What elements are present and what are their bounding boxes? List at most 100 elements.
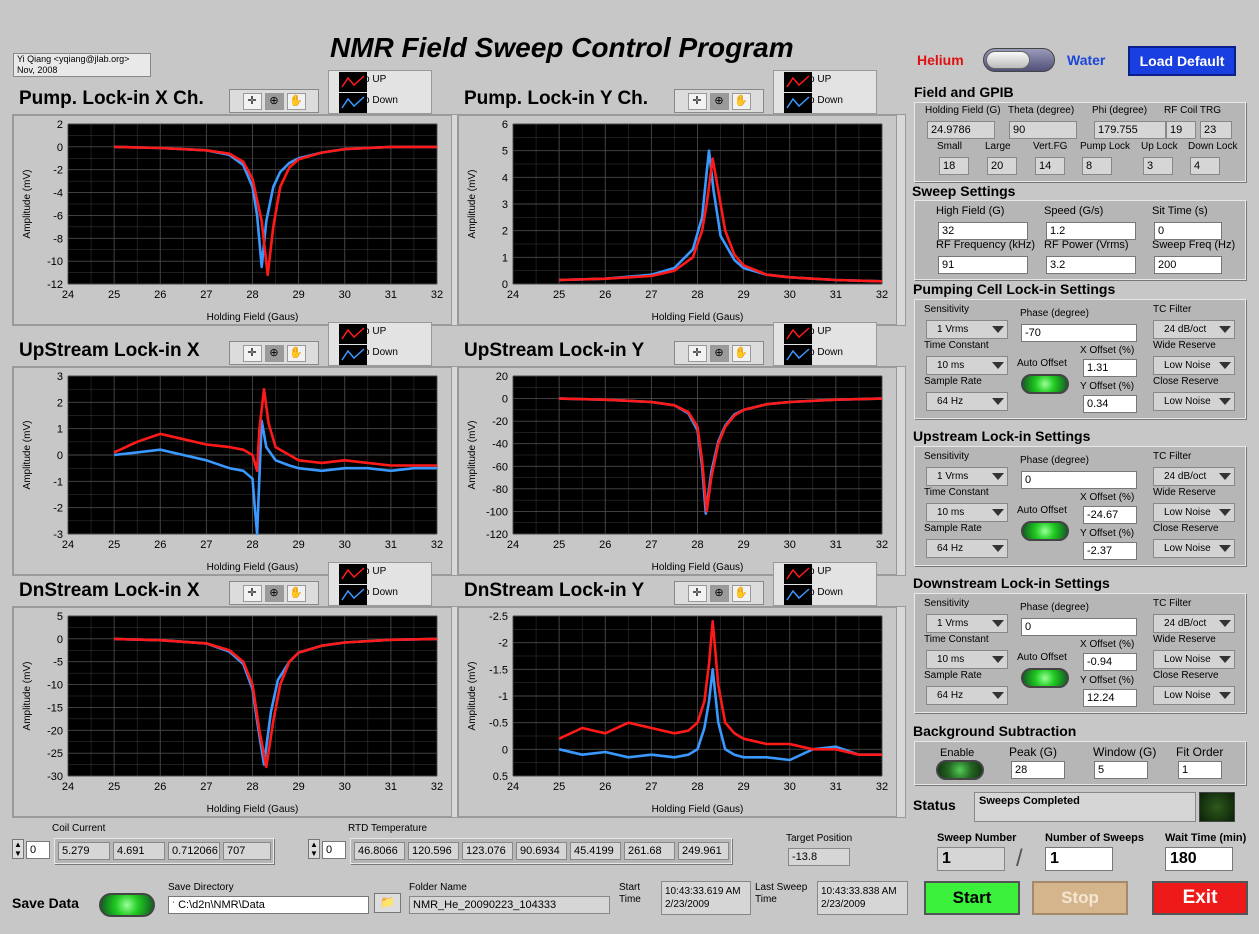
sample-rate-select[interactable]: 64 Hz [926,686,1008,705]
plot-title: UpStream Lock-in X [19,340,200,361]
y-offset-input[interactable]: -2.37 [1083,542,1137,560]
close-reserve-select[interactable]: Low Noise [1153,686,1235,705]
sensitivity-select[interactable]: 1 Vrms [926,614,1008,633]
legend-down-label: Sweep Down [339,95,398,106]
x-tick-label: 32 [876,539,888,551]
y-tick-label: 0 [57,142,63,154]
sample-rate-select[interactable]: 64 Hz [926,539,1008,558]
auto-offset-button[interactable] [1021,521,1069,541]
wide-reserve-select[interactable]: Low Noise [1153,503,1235,522]
plot-title: Pump. Lock-in X Ch. [19,88,204,109]
phase-input[interactable]: 0 [1021,471,1137,489]
wide-reserve-select[interactable]: Low Noise [1153,650,1235,669]
time-constant-select[interactable]: 10 ms [926,503,1008,522]
y-offset-input[interactable]: 0.34 [1083,395,1137,413]
auto-offset-button[interactable] [1021,668,1069,688]
peak-input[interactable]: 28 [1011,761,1065,779]
tc-filter-select[interactable]: 24 dB/oct [1153,467,1235,486]
tc-filter-label: TC Filter [1153,451,1192,462]
x-tick-label: 30 [784,781,796,793]
cursor-tool-icon[interactable]: ✛ [242,92,262,110]
wide-reserve-select[interactable]: Low Noise [1153,356,1235,375]
y-tick-label: 0 [57,634,63,646]
close-reserve-label: Close Reserve [1153,670,1219,681]
auto-offset-button[interactable] [1021,374,1069,394]
zoom-tool-icon[interactable]: ⊕ [264,344,284,362]
sweep-setting-input[interactable]: 200 [1154,256,1222,274]
x-offset-input[interactable]: -0.94 [1083,653,1137,671]
zoom-tool-icon[interactable]: ⊕ [264,584,284,602]
y-offset-input[interactable]: 12.24 [1083,689,1137,707]
coil-index-stepper[interactable]: ▲ ▼ [12,839,24,859]
phase-input[interactable]: -70 [1021,324,1137,342]
x-offset-input[interactable]: 1.31 [1083,359,1137,377]
load-default-button[interactable]: Load Default [1128,46,1236,76]
time-constant-select[interactable]: 10 ms [926,356,1008,375]
window-input[interactable]: 5 [1094,761,1148,779]
rtd-index-input[interactable]: 0 [322,841,346,859]
sweep-up-line [559,397,883,513]
graph-scrollbar[interactable] [896,366,906,576]
pan-hand-icon[interactable]: ✋ [731,92,751,110]
start-time-clock: 10:43:33.619 AM [665,886,741,897]
sweep-setting-input[interactable]: 1.2 [1046,222,1136,240]
pan-hand-icon[interactable]: ✋ [286,92,306,110]
fit-order-input[interactable]: 1 [1178,761,1222,779]
sample-rate-select[interactable]: 64 Hz [926,392,1008,411]
tc-filter-select[interactable]: 24 dB/oct [1153,614,1235,633]
cursor-tool-icon[interactable]: ✛ [687,584,707,602]
save-data-label: Save Data [12,895,79,911]
sweep-setting-input[interactable]: 0 [1154,222,1222,240]
sweep-setting-input[interactable]: 32 [938,222,1028,240]
x-tick-label: 24 [507,781,519,793]
x-offset-input[interactable]: -24.67 [1083,506,1137,524]
cursor-tool-icon[interactable]: ✛ [242,584,262,602]
x-axis-label: Holding Field (Gaus) [652,312,744,323]
sample-rate-select-text: 64 Hz [937,396,964,407]
zoom-tool-icon[interactable]: ⊕ [709,344,729,362]
tc-filter-select[interactable]: 24 dB/oct [1153,320,1235,339]
exit-button[interactable]: Exit [1152,881,1248,915]
close-reserve-select[interactable]: Low Noise [1153,392,1235,411]
graph-scrollbar[interactable] [896,114,906,326]
save-directory-input[interactable]: ʿ C:\d2n\NMR\Data [168,896,369,914]
graph-scrollbar[interactable] [896,606,906,818]
pan-hand-icon[interactable]: ✋ [286,344,306,362]
cursor-tool-icon[interactable]: ✛ [687,92,707,110]
zoom-tool-icon[interactable]: ⊕ [709,92,729,110]
cursor-tool-icon[interactable]: ✛ [242,344,262,362]
wait-time-input[interactable]: 180 [1165,847,1233,871]
sensitivity-select[interactable]: 1 Vrms [926,320,1008,339]
plot-svg: 24 25 26 27 28 29 30 31 32 -2.5 -2 -1.5 -1 -0.5 0 0.5 Ho… [467,611,888,815]
helium-water-switch[interactable] [983,48,1055,72]
sweep-setting-input[interactable]: 91 [938,256,1028,274]
rtd-index-stepper[interactable]: ▲ ▼ [308,839,320,859]
save-data-toggle[interactable] [99,893,155,917]
pan-hand-icon[interactable]: ✋ [286,584,306,602]
sweep-setting-input[interactable]: 3.2 [1046,256,1136,274]
zoom-tool-icon[interactable]: ⊕ [264,92,284,110]
coil-current-value: 0.712066 [168,842,220,860]
sweep-up-line [114,637,438,769]
pan-hand-icon[interactable]: ✋ [731,584,751,602]
y-tick-label: -2 [53,503,63,515]
time-constant-select[interactable]: 10 ms [926,650,1008,669]
coil-index-input[interactable]: 0 [26,841,50,859]
y-tick-label: 0 [502,279,508,291]
cursor-tool-icon[interactable]: ✛ [687,344,707,362]
browse-folder-icon[interactable]: 📁 [374,893,401,913]
x-axis-label: Holding Field (Gaus) [652,804,744,815]
sensitivity-select[interactable]: 1 Vrms [926,467,1008,486]
y-tick-label: -2 [53,165,63,177]
lockin-title: Upstream Lock-in Settings [913,428,1091,444]
zoom-tool-icon[interactable]: ⊕ [709,584,729,602]
phase-input[interactable]: 0 [1021,618,1137,636]
stop-button[interactable]: Stop [1032,881,1128,915]
number-of-sweeps-input[interactable]: 1 [1045,847,1113,871]
close-reserve-select[interactable]: Low Noise [1153,539,1235,558]
start-button[interactable]: Start [924,881,1020,915]
pan-hand-icon[interactable]: ✋ [731,344,751,362]
background-enable-toggle[interactable] [936,760,984,780]
